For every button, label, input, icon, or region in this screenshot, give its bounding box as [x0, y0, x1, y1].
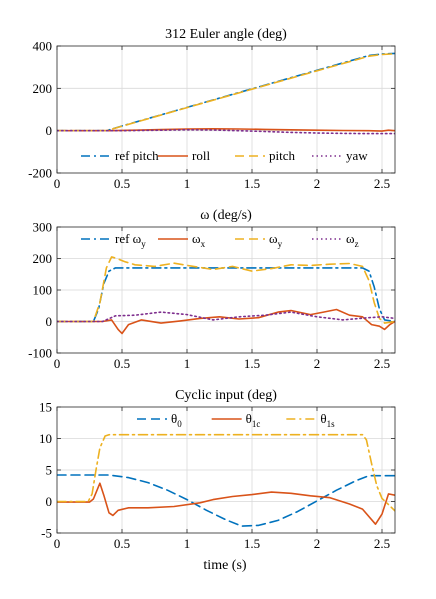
y-tick-label: 0 — [46, 314, 53, 329]
series-line-θ1s — [57, 433, 395, 512]
y-tick-label: 200 — [33, 81, 53, 96]
y-tick-label: 0 — [46, 123, 53, 138]
legend-entry: ref pitch — [115, 148, 159, 163]
series-line-θ1c — [57, 482, 395, 526]
y-tick-label: 200 — [33, 251, 53, 266]
series-line-ref-pitch — [57, 52, 395, 132]
series-line-ωz — [57, 311, 395, 323]
x-tick-label: 0 — [54, 536, 61, 551]
legend-entry: ωy — [269, 231, 283, 249]
x-tick-label: 0 — [54, 356, 61, 371]
chart-title: ω (deg/s) — [200, 208, 252, 223]
x-tick-label: 2 — [314, 176, 321, 191]
chart-title: 312 Euler angle (deg) — [165, 27, 287, 42]
x-tick-label: 2.5 — [374, 176, 390, 191]
y-tick-label: -200 — [28, 166, 52, 181]
legend-entry: θ1s — [320, 411, 335, 429]
y-tick-label: 100 — [33, 283, 53, 298]
series-line-θ0 — [57, 474, 395, 527]
x-tick-label: 0.5 — [114, 356, 130, 371]
legend: θ0 θ1c θ1s — [137, 411, 335, 429]
legend-entry: θ0 — [171, 411, 182, 429]
y-tick-label: 10 — [39, 431, 52, 446]
legend-entry: pitch — [269, 148, 295, 163]
y-tick-label: 0 — [46, 494, 53, 509]
x-tick-label: 1.5 — [244, 176, 260, 191]
series-group — [57, 52, 395, 135]
x-tick-label: 2.5 — [374, 356, 390, 371]
x-tick-label: 2.5 — [374, 536, 390, 551]
axes-box — [56, 45, 396, 174]
series-line-ωy — [57, 256, 395, 324]
x-tick-label: 1.5 — [244, 536, 260, 551]
x-tick-label: 1.5 — [244, 356, 260, 371]
legend-entry: roll — [192, 148, 210, 163]
y-tick-label: 300 — [33, 220, 53, 235]
series-line-pitch — [57, 52, 395, 132]
y-tick-label: 15 — [39, 400, 52, 415]
y-tick-label: 5 — [46, 463, 53, 478]
series-line-ωx — [57, 308, 395, 335]
legend: ref pitch roll pitch yaw — [81, 148, 368, 163]
legend-entry: ωz — [346, 231, 359, 249]
x-tick-label: 1 — [184, 356, 191, 371]
x-axis-label: time (s) — [203, 558, 246, 573]
legend-entry: ref ωy — [115, 231, 146, 249]
x-tick-label: 1 — [184, 176, 191, 191]
axes-box — [56, 226, 396, 354]
x-tick-label: 2 — [314, 356, 321, 371]
y-tick-label: -5 — [41, 526, 52, 541]
legend-entry: yaw — [346, 148, 368, 163]
x-tick-label: 0.5 — [114, 536, 130, 551]
x-tick-label: 0 — [54, 176, 61, 191]
chart-title: Cyclic input (deg) — [175, 388, 277, 403]
chart-3: Cyclic input (deg)0 0.5 1 1.5 2 2.5-5051015θ0… — [39, 388, 396, 551]
series-group — [57, 433, 395, 527]
chart-1: 312 Euler angle (deg)0 0.5 1 1.5 2 2.5-200020… — [28, 27, 396, 191]
x-tick-label: 1 — [184, 536, 191, 551]
x-tick-label: 2 — [314, 536, 321, 551]
legend-entry: ωx — [192, 231, 206, 249]
y-tick-label: -100 — [28, 346, 52, 361]
axes-box — [56, 406, 396, 534]
legend-entry: θ1c — [246, 411, 261, 429]
x-tick-label: 0.5 — [114, 176, 130, 191]
series-group — [57, 256, 395, 335]
y-tick-label: 400 — [33, 39, 53, 54]
series-line-yaw — [57, 129, 395, 135]
